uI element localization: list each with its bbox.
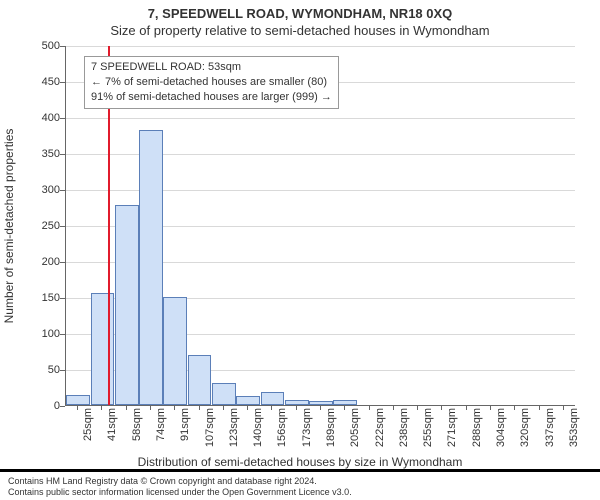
x-tick-label: 25sqm — [82, 408, 94, 441]
x-tick-mark — [490, 405, 491, 410]
y-tick-label: 50 — [26, 364, 60, 376]
x-tick-mark — [539, 405, 540, 410]
x-tick-mark — [514, 405, 515, 410]
attribution-footer: Contains HM Land Registry data © Crown c… — [0, 469, 600, 500]
y-tick-label: 400 — [26, 112, 60, 124]
x-tick-mark — [320, 405, 321, 410]
y-tick-label: 300 — [26, 184, 60, 196]
annotation-line-1: 7 SPEEDWELL ROAD: 53sqm — [91, 60, 332, 75]
y-tick-label: 250 — [26, 220, 60, 232]
y-tick-label: 500 — [26, 40, 60, 52]
x-tick-mark — [101, 405, 102, 410]
x-tick-label: 271sqm — [446, 408, 458, 447]
x-tick-label: 189sqm — [325, 408, 337, 447]
x-axis-label: Distribution of semi-detached houses by … — [0, 455, 600, 469]
title-main: 7, SPEEDWELL ROAD, WYMONDHAM, NR18 0XQ — [0, 0, 600, 21]
x-tick-mark — [77, 405, 78, 410]
histogram-bar — [261, 392, 285, 405]
x-tick-label: 140sqm — [252, 408, 264, 447]
y-tick-label: 200 — [26, 256, 60, 268]
grid-line — [66, 118, 575, 119]
chart-container: 7, SPEEDWELL ROAD, WYMONDHAM, NR18 0XQ S… — [0, 0, 600, 500]
annotation-box: 7 SPEEDWELL ROAD: 53sqm ← 7% of semi-det… — [84, 56, 339, 109]
x-tick-mark — [126, 405, 127, 410]
x-tick-mark — [393, 405, 394, 410]
x-tick-label: 337sqm — [544, 408, 556, 447]
title-sub: Size of property relative to semi-detach… — [0, 21, 600, 38]
x-tick-mark — [150, 405, 151, 410]
y-tick-label: 450 — [26, 76, 60, 88]
y-tick-label: 150 — [26, 292, 60, 304]
x-tick-label: 255sqm — [422, 408, 434, 447]
histogram-bar — [188, 355, 212, 405]
histogram-bar — [212, 383, 236, 405]
x-tick-label: 123sqm — [228, 408, 240, 447]
annotation-line-2: ← 7% of semi-detached houses are smaller… — [91, 75, 332, 90]
x-tick-mark — [271, 405, 272, 410]
histogram-bar — [66, 395, 90, 405]
x-tick-label: 288sqm — [471, 408, 483, 447]
x-tick-mark — [247, 405, 248, 410]
x-tick-label: 107sqm — [204, 408, 216, 447]
footer-line-1: Contains HM Land Registry data © Crown c… — [8, 476, 592, 487]
grid-line — [66, 46, 575, 47]
footer-line-2: Contains public sector information licen… — [8, 487, 592, 498]
x-tick-label: 74sqm — [155, 408, 167, 441]
x-tick-label: 222sqm — [374, 408, 386, 447]
y-tick-label: 0 — [26, 400, 60, 412]
x-tick-mark — [223, 405, 224, 410]
histogram-bar — [285, 400, 309, 405]
x-tick-label: 91sqm — [179, 408, 191, 441]
x-tick-label: 58sqm — [131, 408, 143, 441]
x-tick-mark — [199, 405, 200, 410]
histogram-bar — [139, 130, 163, 405]
histogram-bar — [236, 396, 260, 405]
x-tick-mark — [296, 405, 297, 410]
x-tick-label: 238sqm — [398, 408, 410, 447]
histogram-bar — [91, 293, 115, 405]
y-tick-label: 100 — [26, 328, 60, 340]
x-tick-label: 320sqm — [519, 408, 531, 447]
x-tick-mark — [441, 405, 442, 410]
x-tick-mark — [174, 405, 175, 410]
x-tick-label: 304sqm — [495, 408, 507, 447]
x-tick-mark — [417, 405, 418, 410]
x-tick-mark — [369, 405, 370, 410]
y-tick-mark — [60, 406, 65, 407]
y-tick-label: 350 — [26, 148, 60, 160]
x-tick-label: 173sqm — [301, 408, 313, 447]
histogram-bar — [115, 205, 139, 405]
x-tick-mark — [466, 405, 467, 410]
annotation-line-3: 91% of semi-detached houses are larger (… — [91, 90, 332, 105]
x-tick-label: 353sqm — [568, 408, 580, 447]
histogram-bar — [163, 297, 187, 405]
x-tick-mark — [344, 405, 345, 410]
y-axis-label: Number of semi-detached properties — [2, 129, 16, 324]
x-tick-label: 205sqm — [349, 408, 361, 447]
x-tick-mark — [563, 405, 564, 410]
x-tick-label: 41sqm — [106, 408, 118, 441]
x-tick-label: 156sqm — [276, 408, 288, 447]
